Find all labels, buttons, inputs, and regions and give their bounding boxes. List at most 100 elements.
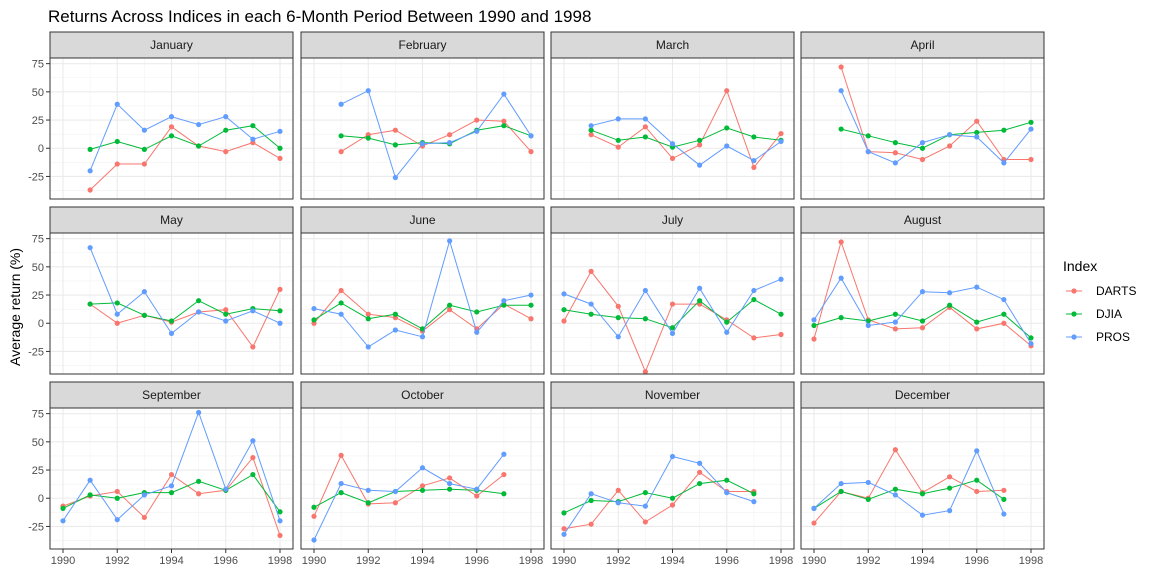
series-line-djia xyxy=(590,127,782,148)
data-point xyxy=(277,532,283,539)
data-point xyxy=(892,160,898,166)
y-tick-label: 50 xyxy=(32,87,44,99)
chart-title: Returns Across Indices in each 6-Month P… xyxy=(48,7,591,26)
y-tick-label: 0 xyxy=(38,493,44,505)
data-point xyxy=(561,318,567,324)
series-darts xyxy=(588,88,784,171)
data-point xyxy=(501,491,507,497)
data-point xyxy=(223,307,229,313)
data-point xyxy=(1001,296,1007,303)
data-point xyxy=(1028,126,1034,132)
data-point xyxy=(588,497,594,504)
panel-border xyxy=(800,57,1045,200)
data-point xyxy=(311,305,317,312)
data-point xyxy=(669,301,676,307)
x-tick-label: 1994 xyxy=(660,555,684,567)
y-tick-label: 0 xyxy=(38,318,44,330)
data-point xyxy=(250,123,256,129)
data-point xyxy=(474,128,480,134)
data-point xyxy=(561,526,567,532)
data-point xyxy=(642,369,648,375)
data-point xyxy=(724,329,730,335)
data-point xyxy=(447,307,453,313)
data-point xyxy=(528,292,534,298)
series-line-pros xyxy=(89,247,281,335)
data-point xyxy=(974,326,980,332)
data-point xyxy=(168,318,175,324)
x-tick-label: 1992 xyxy=(356,555,380,567)
data-point xyxy=(778,331,784,338)
data-point xyxy=(947,290,953,296)
data-point xyxy=(919,156,926,163)
data-point xyxy=(114,488,120,495)
data-point xyxy=(474,493,480,499)
data-point xyxy=(865,479,871,486)
data-point xyxy=(974,477,980,483)
data-point xyxy=(196,491,202,497)
data-point xyxy=(338,311,344,317)
strip-background xyxy=(800,381,1045,409)
series-line-pros xyxy=(813,449,1005,516)
data-point xyxy=(474,486,480,492)
data-point xyxy=(168,133,175,139)
series-line-djia xyxy=(563,479,755,514)
data-point xyxy=(250,308,256,314)
data-point xyxy=(697,162,703,168)
data-point xyxy=(392,127,398,133)
data-point xyxy=(561,531,567,537)
data-point xyxy=(196,409,202,416)
data-point xyxy=(338,133,344,139)
data-point xyxy=(196,143,202,149)
data-point xyxy=(561,510,567,516)
data-point xyxy=(114,138,120,145)
data-point xyxy=(365,500,371,506)
data-point xyxy=(1001,320,1007,326)
data-point xyxy=(365,344,371,350)
data-point xyxy=(838,239,844,245)
grid xyxy=(50,233,293,374)
data-point xyxy=(1001,311,1007,317)
data-point xyxy=(919,289,926,295)
data-point xyxy=(501,298,507,304)
data-point xyxy=(669,155,676,161)
panel-march: March xyxy=(550,31,795,200)
data-point xyxy=(447,480,453,487)
series-pros xyxy=(561,276,784,340)
data-point xyxy=(338,149,344,155)
data-point xyxy=(277,286,283,292)
data-point xyxy=(114,300,120,306)
data-point xyxy=(501,91,507,97)
data-point xyxy=(365,135,371,141)
data-point xyxy=(447,238,453,244)
data-point xyxy=(947,508,953,514)
legend-item-djia: DJIA xyxy=(1066,307,1122,321)
data-point xyxy=(1001,160,1007,166)
panel-border xyxy=(49,57,294,200)
data-point xyxy=(196,121,202,128)
data-point xyxy=(141,312,147,318)
series-djia xyxy=(311,300,534,332)
data-point xyxy=(338,287,344,294)
strip-label: November xyxy=(645,388,700,402)
data-point xyxy=(87,168,93,174)
x-tick-label: 1998 xyxy=(519,555,543,567)
series-line-darts xyxy=(313,454,505,517)
data-point xyxy=(838,126,844,132)
strip-background xyxy=(49,206,294,234)
data-point xyxy=(1028,340,1034,347)
y-tick-label: 50 xyxy=(32,262,44,274)
data-point xyxy=(277,145,283,151)
data-point xyxy=(392,311,398,317)
data-point xyxy=(1001,496,1007,502)
data-point xyxy=(114,320,120,326)
data-point xyxy=(311,513,317,519)
panel-april: April xyxy=(800,31,1045,200)
data-point xyxy=(615,116,621,122)
series-pros xyxy=(87,101,283,174)
data-point xyxy=(311,537,317,543)
data-point xyxy=(223,318,229,324)
data-point xyxy=(419,334,426,340)
data-point xyxy=(919,512,926,518)
data-point xyxy=(697,285,703,291)
strip-label: January xyxy=(150,38,193,52)
